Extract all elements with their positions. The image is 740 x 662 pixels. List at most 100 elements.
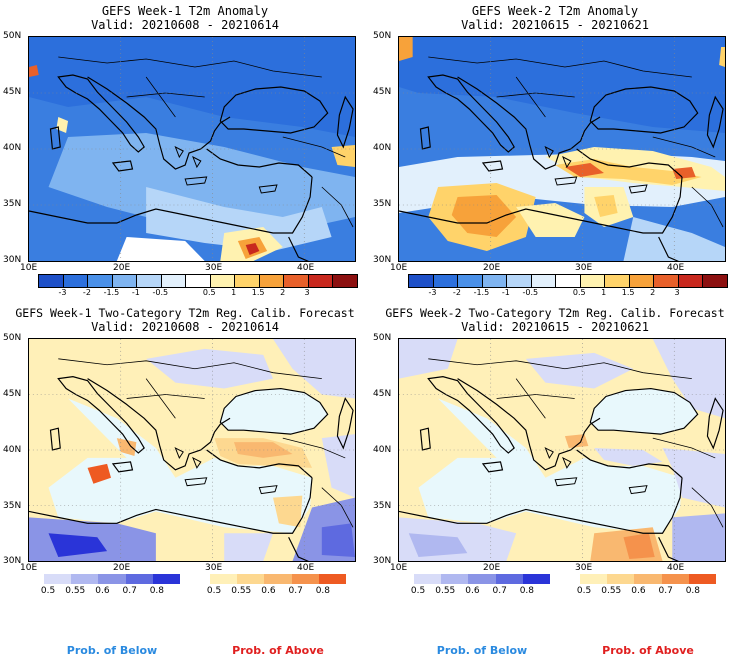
colorbar-swatch — [39, 275, 64, 287]
colorbar-swatch — [264, 574, 292, 584]
prob-above-label: Prob. of Above — [232, 644, 324, 657]
prob-above-colorbar — [580, 574, 717, 584]
colorbar-swatch — [291, 574, 319, 584]
lon-label: 20E — [483, 263, 501, 273]
colorbar-tick-label: 0.5 — [410, 586, 426, 596]
lat-label: 40N — [373, 143, 392, 153]
colorbar-swatch — [688, 574, 717, 584]
prob-above-label: Prob. of Above — [602, 644, 694, 657]
lat-label: 35N — [3, 199, 22, 209]
lat-label: 50N — [3, 31, 22, 41]
panel-title: GEFS Week-2 Two-Category T2m Reg. Calib.… — [385, 306, 725, 320]
lat-label: 30N — [3, 556, 22, 566]
lat-label: 50N — [373, 333, 392, 343]
lon-label: 40E — [667, 563, 685, 573]
colorbar-swatch — [580, 275, 606, 287]
colorbar-swatch — [703, 275, 727, 287]
colorbar-tick-label: -0.5 — [522, 288, 539, 297]
colorbar-swatch — [98, 574, 126, 584]
lat-label: 30N — [373, 255, 392, 265]
colorbar-swatch — [152, 574, 181, 584]
colorbar-swatch — [414, 574, 442, 584]
panel-week1-anomaly: GEFS Week-1 T2m Anomaly Valid: 20210608 … — [0, 0, 370, 300]
lon-label: 10E — [390, 263, 408, 273]
colorbar-swatch — [71, 574, 99, 584]
colorbar-swatch — [507, 275, 532, 287]
panel-valid-dates: Valid: 20210615 - 20210621 — [461, 320, 649, 334]
colorbar-tick-label: 0.5 — [206, 586, 222, 596]
lat-label: 35N — [373, 501, 392, 511]
colorbar-tick-label: 0.6 — [465, 586, 480, 596]
colorbar-swatch — [607, 574, 635, 584]
probability-map — [398, 338, 726, 562]
colorbar-tick-label: 0.55 — [231, 586, 252, 596]
colorbar-tick-label: 0.6 — [631, 586, 646, 596]
colorbar-swatch — [678, 275, 704, 287]
lat-label: 45N — [373, 87, 392, 97]
colorbar-swatch — [284, 275, 309, 287]
colorbar-tick-label: 1 — [231, 288, 237, 297]
lon-label: 30E — [205, 563, 223, 573]
colorbar-tick-label: -1.5 — [473, 288, 490, 297]
lat-label: 30N — [373, 556, 392, 566]
anomaly-map — [28, 36, 356, 262]
colorbar-swatch — [495, 574, 523, 584]
colorbar-tick-label: 0.5 — [576, 586, 592, 596]
colorbar-tick-label: 3 — [304, 288, 310, 297]
colorbar-swatch — [634, 574, 662, 584]
colorbar-swatch — [531, 275, 557, 287]
colorbar-tick-label: 1.5 — [251, 288, 265, 297]
panel-title: GEFS Week-1 Two-Category T2m Reg. Calib.… — [15, 306, 355, 320]
colorbar-swatch — [63, 275, 89, 287]
prob-above-colorbar — [210, 574, 347, 584]
colorbar-swatch — [458, 275, 483, 287]
colorbar-swatch — [259, 275, 285, 287]
colorbar-tick-label: 0.7 — [492, 586, 507, 596]
colorbar-tick-label: 0.6 — [261, 586, 276, 596]
colorbar-swatch — [210, 574, 238, 584]
colorbar-tick-label: 1 — [601, 288, 607, 297]
colorbar-tick-label: 3 — [674, 288, 680, 297]
colorbar-swatch — [409, 275, 434, 287]
prob-below-label: Prob. of Below — [436, 644, 528, 657]
colorbar-tick-label: 0.8 — [519, 586, 535, 596]
colorbar-swatch — [661, 574, 689, 584]
panel-title: GEFS Week-2 T2m Anomaly — [471, 4, 639, 18]
anomaly-map — [398, 36, 726, 262]
panel-week1-probability: GEFS Week-1 Two-Category T2m Reg. Calib.… — [0, 300, 370, 640]
lat-label: 35N — [3, 501, 22, 511]
lon-label: 10E — [390, 563, 408, 573]
colorbar-tick-label: -3 — [428, 288, 437, 297]
colorbar-tick-label: 0.8 — [149, 586, 165, 596]
anomaly-colorbar — [408, 274, 728, 288]
colorbar-tick-label: -0.5 — [152, 288, 169, 297]
lat-label: 50N — [3, 333, 22, 343]
colorbar-swatch — [333, 275, 357, 287]
colorbar-swatch — [88, 275, 113, 287]
colorbar-swatch — [235, 275, 260, 287]
colorbar-swatch — [237, 574, 265, 584]
colorbar-tick-label: 0.7 — [288, 586, 303, 596]
prob-below-colorbar — [44, 574, 181, 584]
colorbar-swatch — [629, 275, 655, 287]
anomaly-colorbar — [38, 274, 358, 288]
panel-valid-dates: Valid: 20210608 - 20210614 — [91, 320, 279, 334]
panel-week2-anomaly: GEFS Week-2 T2m Anomaly Valid: 20210615 … — [370, 0, 740, 300]
colorbar-swatch — [308, 275, 334, 287]
lat-label: 30N — [3, 255, 22, 265]
lon-label: 10E — [20, 263, 38, 273]
panel-valid-dates: Valid: 20210615 - 20210621 — [461, 18, 649, 32]
colorbar-tick-label: -1 — [131, 288, 140, 297]
colorbar-tick-label: 0.55 — [435, 586, 456, 596]
lon-label: 30E — [575, 263, 593, 273]
colorbar-swatch — [318, 574, 347, 584]
colorbar-tick-label: -1 — [501, 288, 510, 297]
colorbar-swatch — [522, 574, 551, 584]
colorbar-tick-label: 0.8 — [315, 586, 331, 596]
colorbar-swatch — [186, 275, 211, 287]
colorbar-tick-label: 0.5 — [202, 288, 216, 297]
lon-label: 20E — [113, 263, 131, 273]
prob-below-colorbar — [414, 574, 551, 584]
colorbar-swatch — [125, 574, 153, 584]
colorbar-tick-label: 0.7 — [122, 586, 137, 596]
